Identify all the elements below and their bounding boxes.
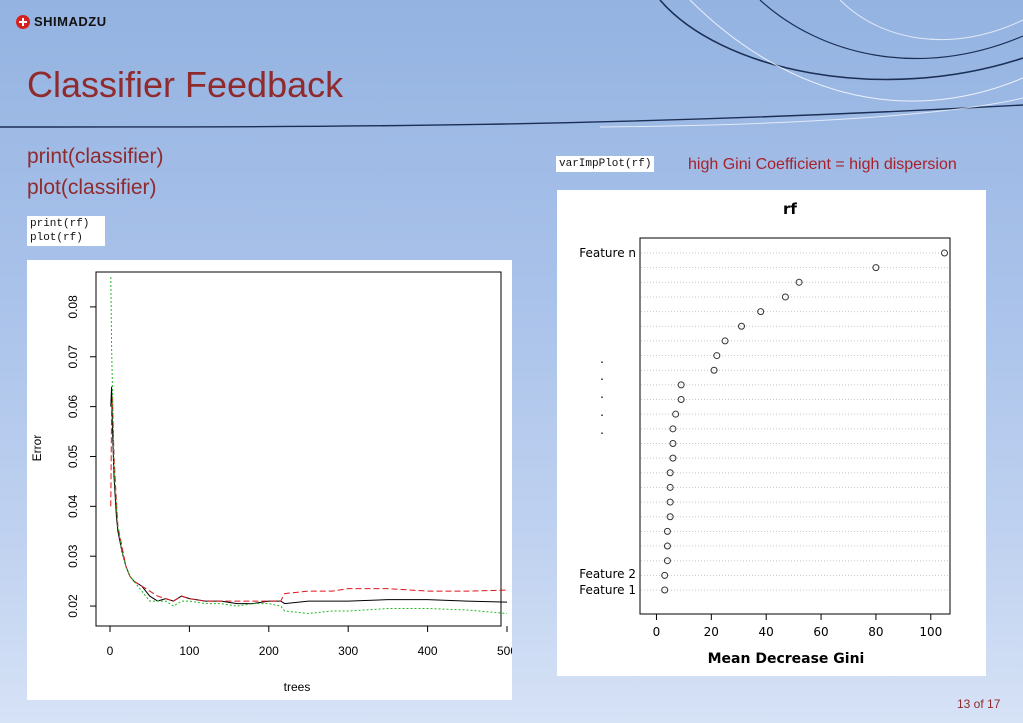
x-axis-label: trees	[284, 680, 311, 694]
class-2-error-line	[110, 276, 508, 615]
y-tick-label: 0.07	[66, 345, 80, 369]
y-tick-label: 0.06	[66, 395, 80, 419]
importance-point	[666, 498, 674, 506]
importance-point	[669, 425, 677, 433]
page-number: 13 of 17	[957, 697, 1001, 711]
importance-chart: rf Feature n..... Feature 2 Feature 1 0 20 40 6…	[579, 200, 951, 667]
y-axis-label: Error	[30, 435, 44, 462]
y-tick-label: 0.04	[66, 494, 80, 518]
x-tick-label: 100	[919, 625, 942, 639]
code-line-plot: plot(rf)	[30, 232, 83, 244]
plot-frame	[95, 271, 502, 627]
importance-point	[663, 542, 671, 550]
importance-point	[666, 513, 674, 521]
shimadzu-mark-icon	[16, 14, 30, 29]
x-tick-label: 80	[868, 625, 883, 639]
y-tick-label: 0.03	[66, 544, 80, 568]
y-tick-label: 0.05	[66, 444, 80, 468]
importance-point	[721, 337, 729, 345]
y-tick-label: 0.08	[66, 295, 80, 319]
x-tick-label: 300	[338, 644, 358, 658]
feature-label: Feature 2	[579, 567, 636, 581]
subheading-line-1: print(classifier)	[27, 145, 164, 168]
importance-point	[941, 249, 949, 257]
error-plot-panel: 0 100 200 300 400 500 0.02 0.03 0.04 0.05 0.06 0.07…	[27, 260, 517, 700]
x-tick-label: 0	[653, 625, 661, 639]
importance-point	[872, 264, 880, 272]
plot-frame	[639, 237, 951, 615]
feature-label: .	[600, 369, 604, 383]
x-tick-label: 500	[497, 644, 512, 658]
code-line-print: print(rf)	[30, 218, 90, 230]
importance-point	[672, 410, 680, 418]
class-1-error-line	[110, 396, 508, 602]
logo-text: SHIMADZU	[34, 14, 107, 29]
importance-point	[669, 454, 677, 462]
gini-note: high Gini Coefficient = high dispersion	[688, 156, 957, 173]
importance-point	[677, 396, 685, 404]
oob-error-line	[110, 386, 508, 605]
importance-point	[666, 483, 674, 491]
feature-label: Feature 1	[579, 583, 636, 597]
x-tick-label: 20	[704, 625, 719, 639]
y-tick-label: 0.02	[66, 594, 80, 618]
importance-point	[738, 322, 746, 330]
feature-label: .	[600, 405, 604, 419]
importance-chart-title: rf	[783, 200, 797, 218]
importance-point	[663, 527, 671, 535]
slide-title: Classifier Feedback	[27, 64, 344, 105]
x-tick-label: 40	[759, 625, 774, 639]
shimadzu-logo: SHIMADZU	[16, 14, 107, 29]
importance-point	[669, 439, 677, 447]
error-chart: 0 100 200 300 400 500 0.02 0.03 0.04 0.05 0.06 0.07…	[30, 271, 517, 694]
x-axis-label: Mean Decrease Gini	[708, 651, 865, 667]
feature-label: Feature n	[579, 246, 636, 260]
importance-point	[795, 278, 803, 286]
importance-point	[663, 557, 671, 565]
importance-point	[710, 366, 718, 374]
x-tick-label: 0	[107, 644, 114, 658]
importance-point	[781, 293, 789, 301]
x-tick-label: 60	[813, 625, 828, 639]
x-tick-label: 100	[179, 644, 199, 658]
importance-plot-panel: rf Feature n..... Feature 2 Feature 1 0 20 40 6…	[557, 190, 986, 676]
code-snippet-right: varImpPlot(rf)	[556, 156, 655, 172]
feature-label: .	[600, 423, 604, 437]
importance-point	[677, 381, 685, 389]
code-snippet-left: print(rf) plot(rf)	[27, 216, 105, 246]
importance-point	[661, 571, 669, 579]
feature-label: .	[600, 387, 604, 401]
importance-point	[713, 352, 721, 360]
header-decoration	[0, 0, 1023, 128]
feature-label: .	[600, 352, 604, 366]
x-tick-label: 200	[259, 644, 279, 658]
importance-point	[757, 308, 765, 316]
x-tick-label: 400	[418, 644, 438, 658]
importance-point	[666, 469, 674, 477]
importance-point	[661, 586, 669, 594]
subheading-line-2: plot(classifier)	[27, 176, 157, 199]
